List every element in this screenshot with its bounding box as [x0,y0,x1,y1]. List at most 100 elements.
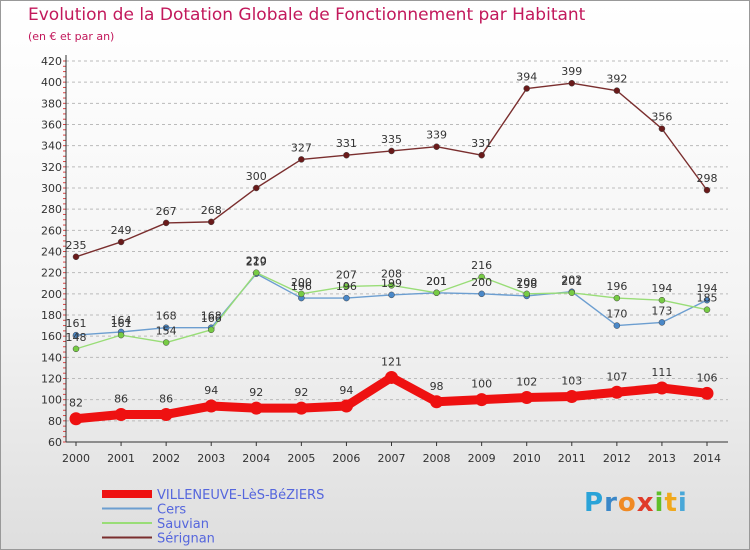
data-label: 102 [516,376,537,389]
y-tick-label: 120 [41,373,62,386]
data-label: 202 [561,274,582,287]
y-tick-label: 180 [41,309,62,322]
data-label: 111 [651,366,672,379]
data-point [433,289,440,297]
x-tick-label: 2000 [62,452,90,465]
data-label: 200 [471,276,492,289]
logo-letter: r [604,488,618,518]
legend-label: Sauvian [157,517,209,532]
gridlines [66,60,728,443]
x-tick-label: 2007 [378,452,406,465]
data-point [523,290,530,298]
data-label: 216 [471,259,492,272]
data-label: 335 [381,133,402,146]
data-point [162,219,170,227]
data-label: 173 [651,304,672,317]
data-point [613,87,621,94]
x-tick-label: 2006 [332,452,360,465]
data-point [703,306,711,313]
data-point [565,389,579,403]
data-point [520,391,534,405]
data-label: 219 [246,256,267,269]
data-label: 327 [291,141,312,154]
data-point [613,322,621,329]
data-labels: 82 86 86 94 92 92 94 121 98 100 102 103 107 111 106 161… [66,65,718,409]
logo-letter: i [654,488,665,518]
x-tick-label: 2005 [287,452,315,465]
data-point [523,85,530,92]
y-tick-label: 280 [41,203,62,216]
data-label: 194 [651,282,672,295]
legend: VILLENEUVE-LèS-BéZIERSCersSauvianSérigna… [102,488,324,547]
data-label: 86 [114,392,128,405]
x-tick-label: 2014 [693,452,721,465]
data-label: 300 [246,170,267,183]
y-tick-label: 360 [41,119,62,132]
data-label: 268 [201,204,222,217]
data-point [703,186,711,194]
chart-subtitle: (en € et par an) [28,30,115,43]
data-point [385,370,398,384]
data-point [114,407,128,421]
data-point [298,290,305,298]
y-tick-label: 60 [48,436,62,449]
data-point [430,395,444,409]
data-label: 148 [66,331,87,344]
data-point [72,345,80,353]
data-label: 235 [66,239,87,252]
data-point [478,273,485,281]
data-point [658,125,666,132]
data-point [343,294,350,302]
y-tick-label: 80 [48,415,62,428]
data-label: 82 [69,397,83,410]
data-label: 208 [381,267,402,280]
data-point [253,269,260,276]
axes: 60 80 100 120 140 160 180 200 220 240 260 280 300 320… [41,55,728,465]
y-tick-label: 300 [41,182,62,195]
data-label: 356 [651,111,672,124]
data-label: 185 [697,292,718,305]
data-point [475,393,489,407]
data-label: 107 [606,370,627,383]
data-point [658,319,666,326]
data-point [658,296,666,304]
data-point [388,282,395,289]
data-point [72,253,80,261]
data-point [69,412,83,426]
data-point [253,184,260,192]
y-tick-label: 340 [41,140,62,153]
logo-letter: i [677,488,688,518]
y-tick-label: 260 [41,224,62,237]
data-point [343,283,350,290]
logo-letter: P [584,488,605,518]
data-point [703,296,711,304]
data-point [343,151,350,159]
data-label: 98 [430,380,444,393]
data-point [162,324,170,331]
data-point [294,401,308,415]
x-tick-label: 2004 [242,452,270,465]
data-label: 196 [336,280,357,293]
data-label: 94 [204,384,218,397]
data-label: 201 [426,275,447,288]
x-tick-label: 2010 [513,452,541,465]
data-label: 92 [249,386,263,399]
y-tick-label: 420 [41,55,62,68]
proxiti-logo: Proxiti [584,488,688,518]
data-label: 103 [561,374,582,387]
data-point [388,147,395,155]
x-tick-label: 2008 [423,452,451,465]
data-point [162,339,170,346]
data-label: 200 [516,276,537,289]
data-label: 121 [381,355,402,368]
data-label: 94 [339,384,353,397]
data-point [700,386,714,400]
logo-letter: o [617,488,637,518]
data-point [655,381,669,395]
y-tick-label: 380 [41,97,62,110]
y-tick-label: 200 [41,288,62,301]
data-label: 331 [471,137,492,150]
data-label: 168 [156,310,177,323]
data-point [72,331,80,339]
